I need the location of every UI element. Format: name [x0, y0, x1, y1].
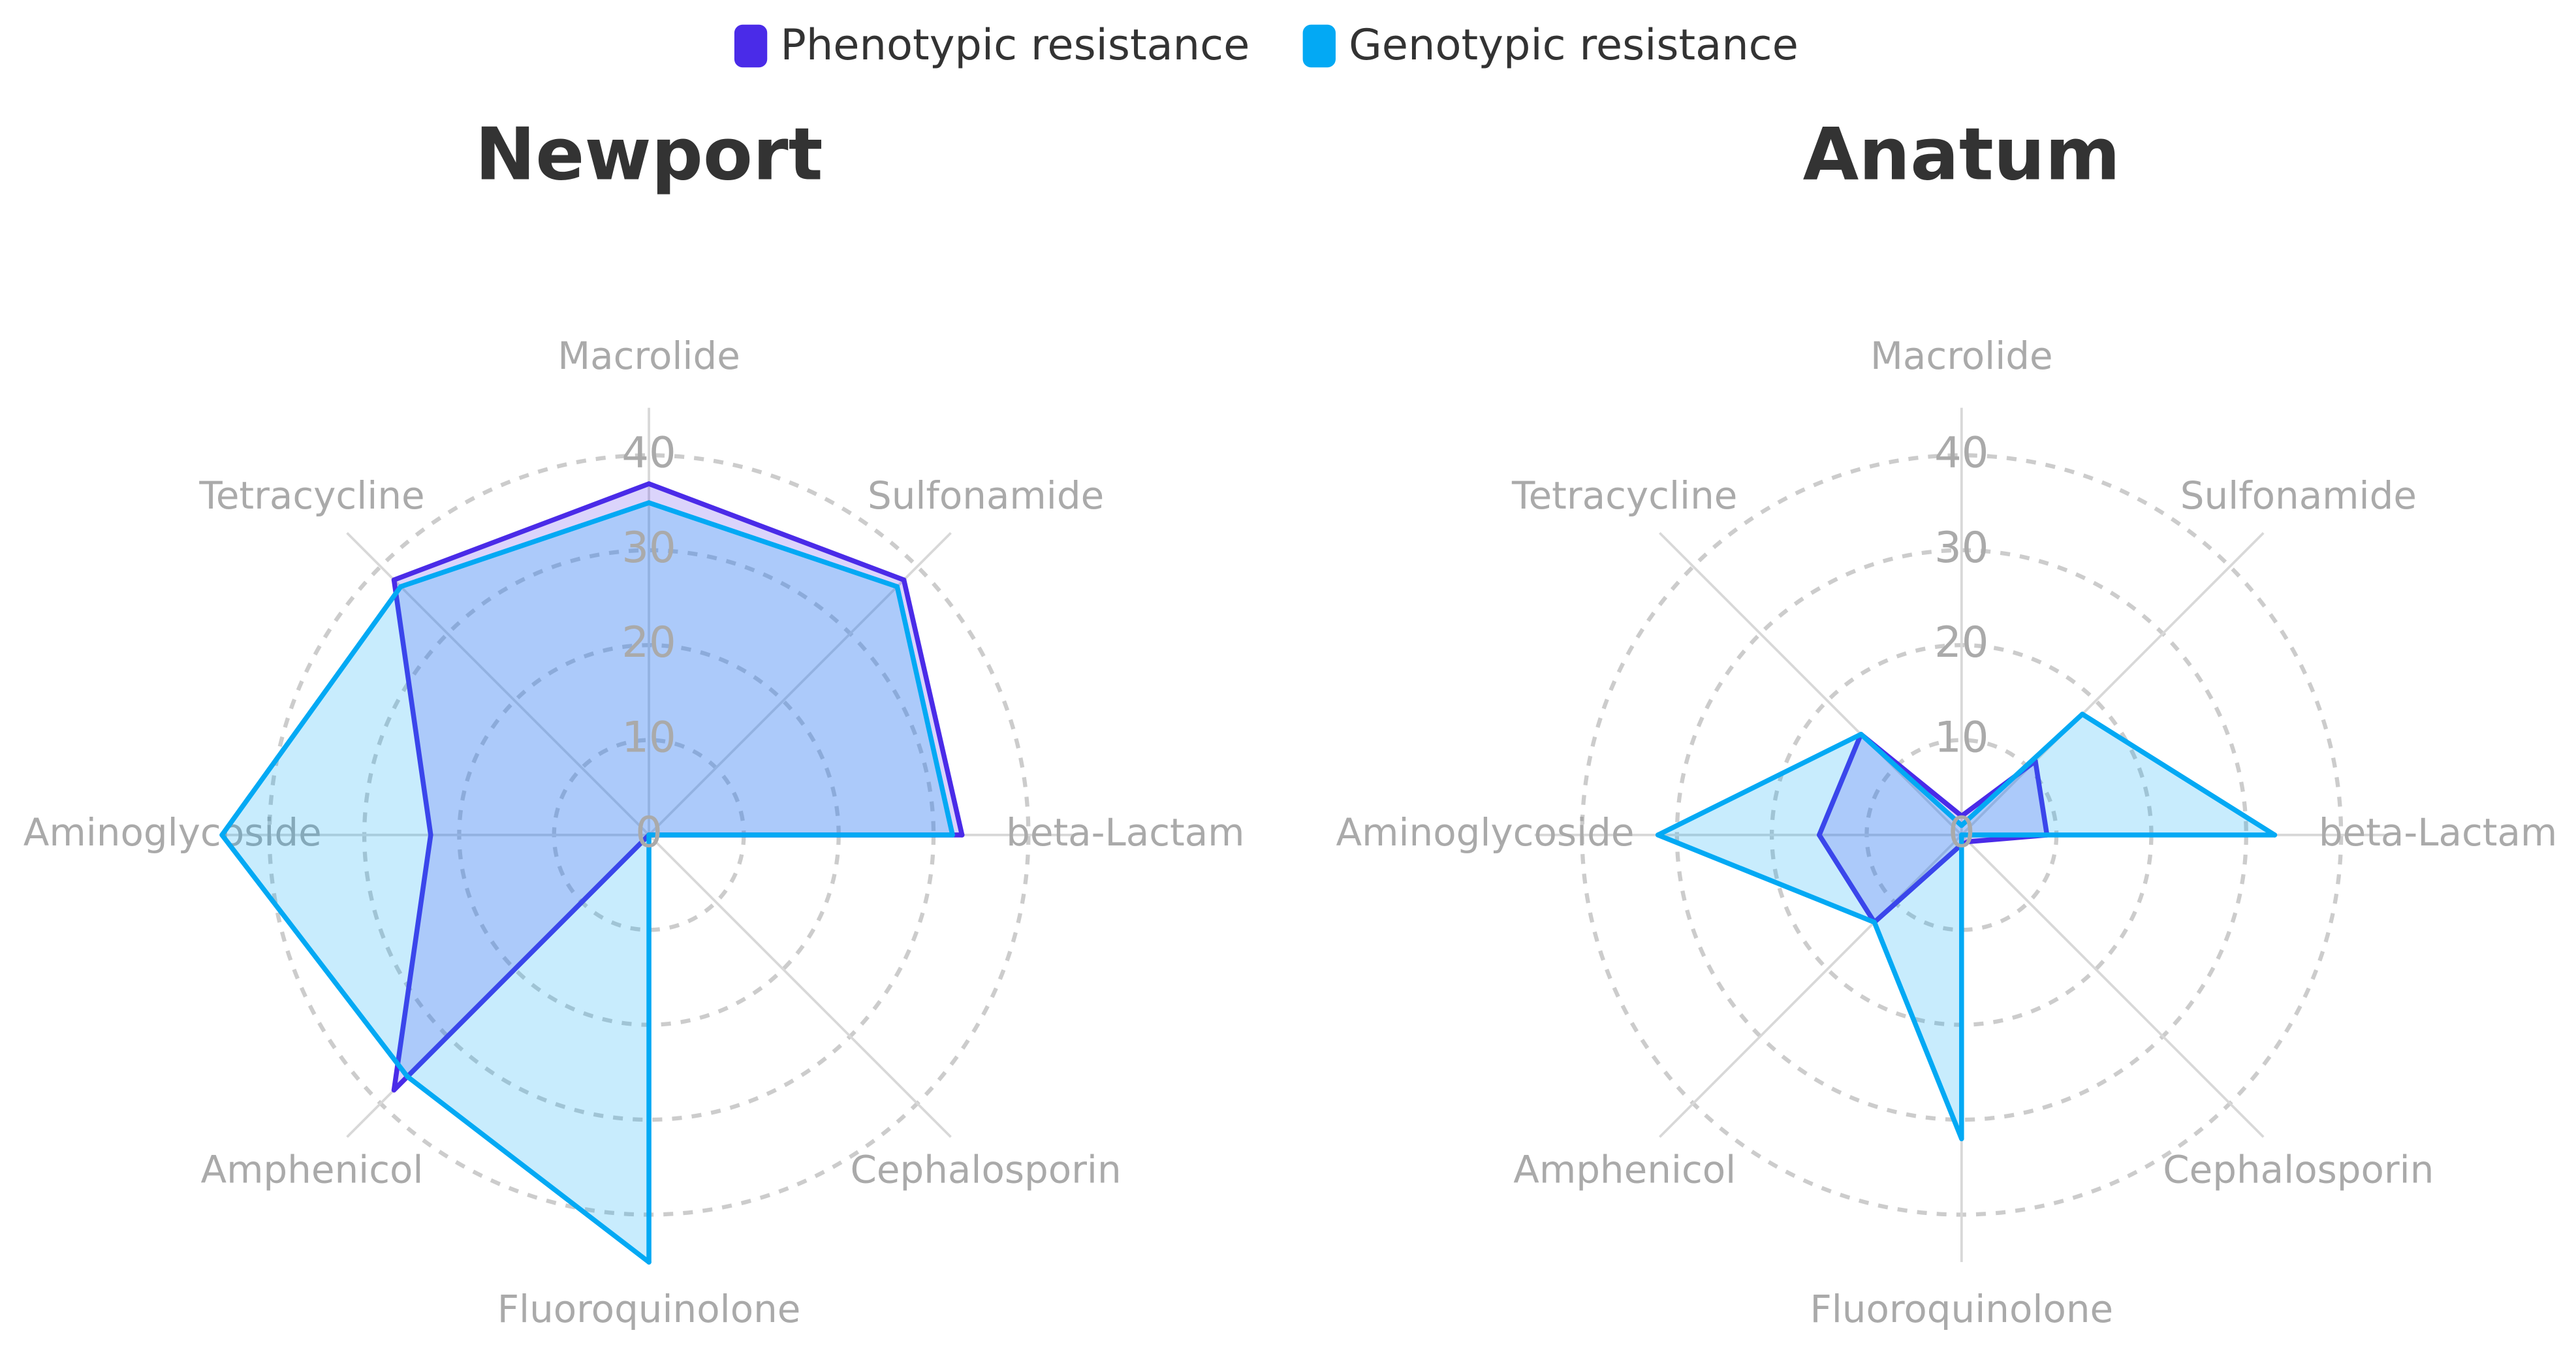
- radial-tick-label: 30: [621, 523, 676, 573]
- category-label: Cephalosporin: [851, 1147, 1122, 1191]
- series-area: [1819, 734, 2047, 922]
- series-edge: [405, 1074, 652, 1265]
- series-edge: [1655, 731, 1864, 838]
- series-edge: [398, 500, 652, 590]
- series-edge: [391, 832, 433, 1093]
- radial-tick-label: 30: [1934, 523, 1988, 573]
- legend-label: Genotypic resistance: [1349, 20, 1798, 70]
- series-edge: [219, 832, 410, 1079]
- chart-title: Newport: [475, 112, 823, 197]
- series-edge: [1817, 731, 1864, 838]
- radial-tick-label: 10: [621, 713, 676, 763]
- axis-spoke: [648, 834, 952, 1138]
- series-edge: [1872, 842, 1964, 925]
- series-edge: [391, 832, 652, 1093]
- radial-tick-label: 10: [1934, 713, 1988, 763]
- axis-spoke: [1960, 834, 2265, 1138]
- radial-tick-label: 20: [1934, 618, 1988, 667]
- radial-tick-label: 40: [1934, 428, 1988, 477]
- category-label: Tetracycline: [198, 473, 424, 518]
- series-edge: [1959, 712, 2085, 828]
- category-label: Sulfonamide: [2180, 473, 2417, 518]
- axis-spoke: [346, 531, 650, 836]
- category-label: beta-Lactam: [2319, 810, 2557, 855]
- category-label: Macrolide: [1870, 334, 2053, 378]
- series-edge: [1655, 832, 1877, 925]
- series-edge: [646, 500, 900, 590]
- legend-label: Phenotypic resistance: [780, 20, 1249, 70]
- axis-spoke: [1659, 531, 1963, 836]
- series-edge: [1817, 832, 1877, 925]
- chart-title: Anatum: [1803, 112, 2120, 197]
- series-edge: [219, 584, 403, 838]
- category-label: Fluoroquinolone: [497, 1287, 801, 1331]
- category-label: Fluoroquinolone: [1810, 1287, 2113, 1331]
- series-edge: [1872, 919, 1964, 1141]
- radial-tick-label: 0: [1948, 808, 1975, 857]
- series-edge: [391, 577, 433, 838]
- legend-swatch: [734, 24, 768, 68]
- series-edge: [391, 481, 652, 583]
- radial-tick-label: 20: [621, 618, 676, 667]
- category-label: Macrolide: [558, 334, 740, 378]
- axis-spoke: [1659, 834, 1963, 1138]
- radial-tick-label: 0: [635, 808, 663, 857]
- series-edge: [2033, 759, 2050, 838]
- axis-spoke: [648, 531, 952, 836]
- category-label: Sulfonamide: [868, 473, 1104, 518]
- series-area: [1657, 714, 2275, 1139]
- series-edge: [901, 577, 965, 838]
- category-label: Cephalosporin: [2163, 1147, 2434, 1191]
- category-label: Aminoglycoside: [1336, 810, 1635, 855]
- radial-tick-label: 40: [621, 428, 676, 477]
- category-label: beta-Lactam: [1006, 810, 1244, 855]
- series-edge: [1858, 731, 1964, 828]
- legend-swatch: [1302, 24, 1336, 68]
- series-edge: [646, 481, 907, 583]
- series-area: [394, 483, 962, 1090]
- category-label: Amphenicol: [200, 1147, 423, 1191]
- axis-spoke: [1960, 531, 2265, 836]
- category-label: Tetracycline: [1511, 473, 1737, 518]
- series-edge: [2080, 712, 2278, 838]
- category-label: Amphenicol: [1513, 1147, 1736, 1191]
- series-edge: [894, 584, 955, 838]
- category-label: Aminoglycoside: [24, 810, 322, 855]
